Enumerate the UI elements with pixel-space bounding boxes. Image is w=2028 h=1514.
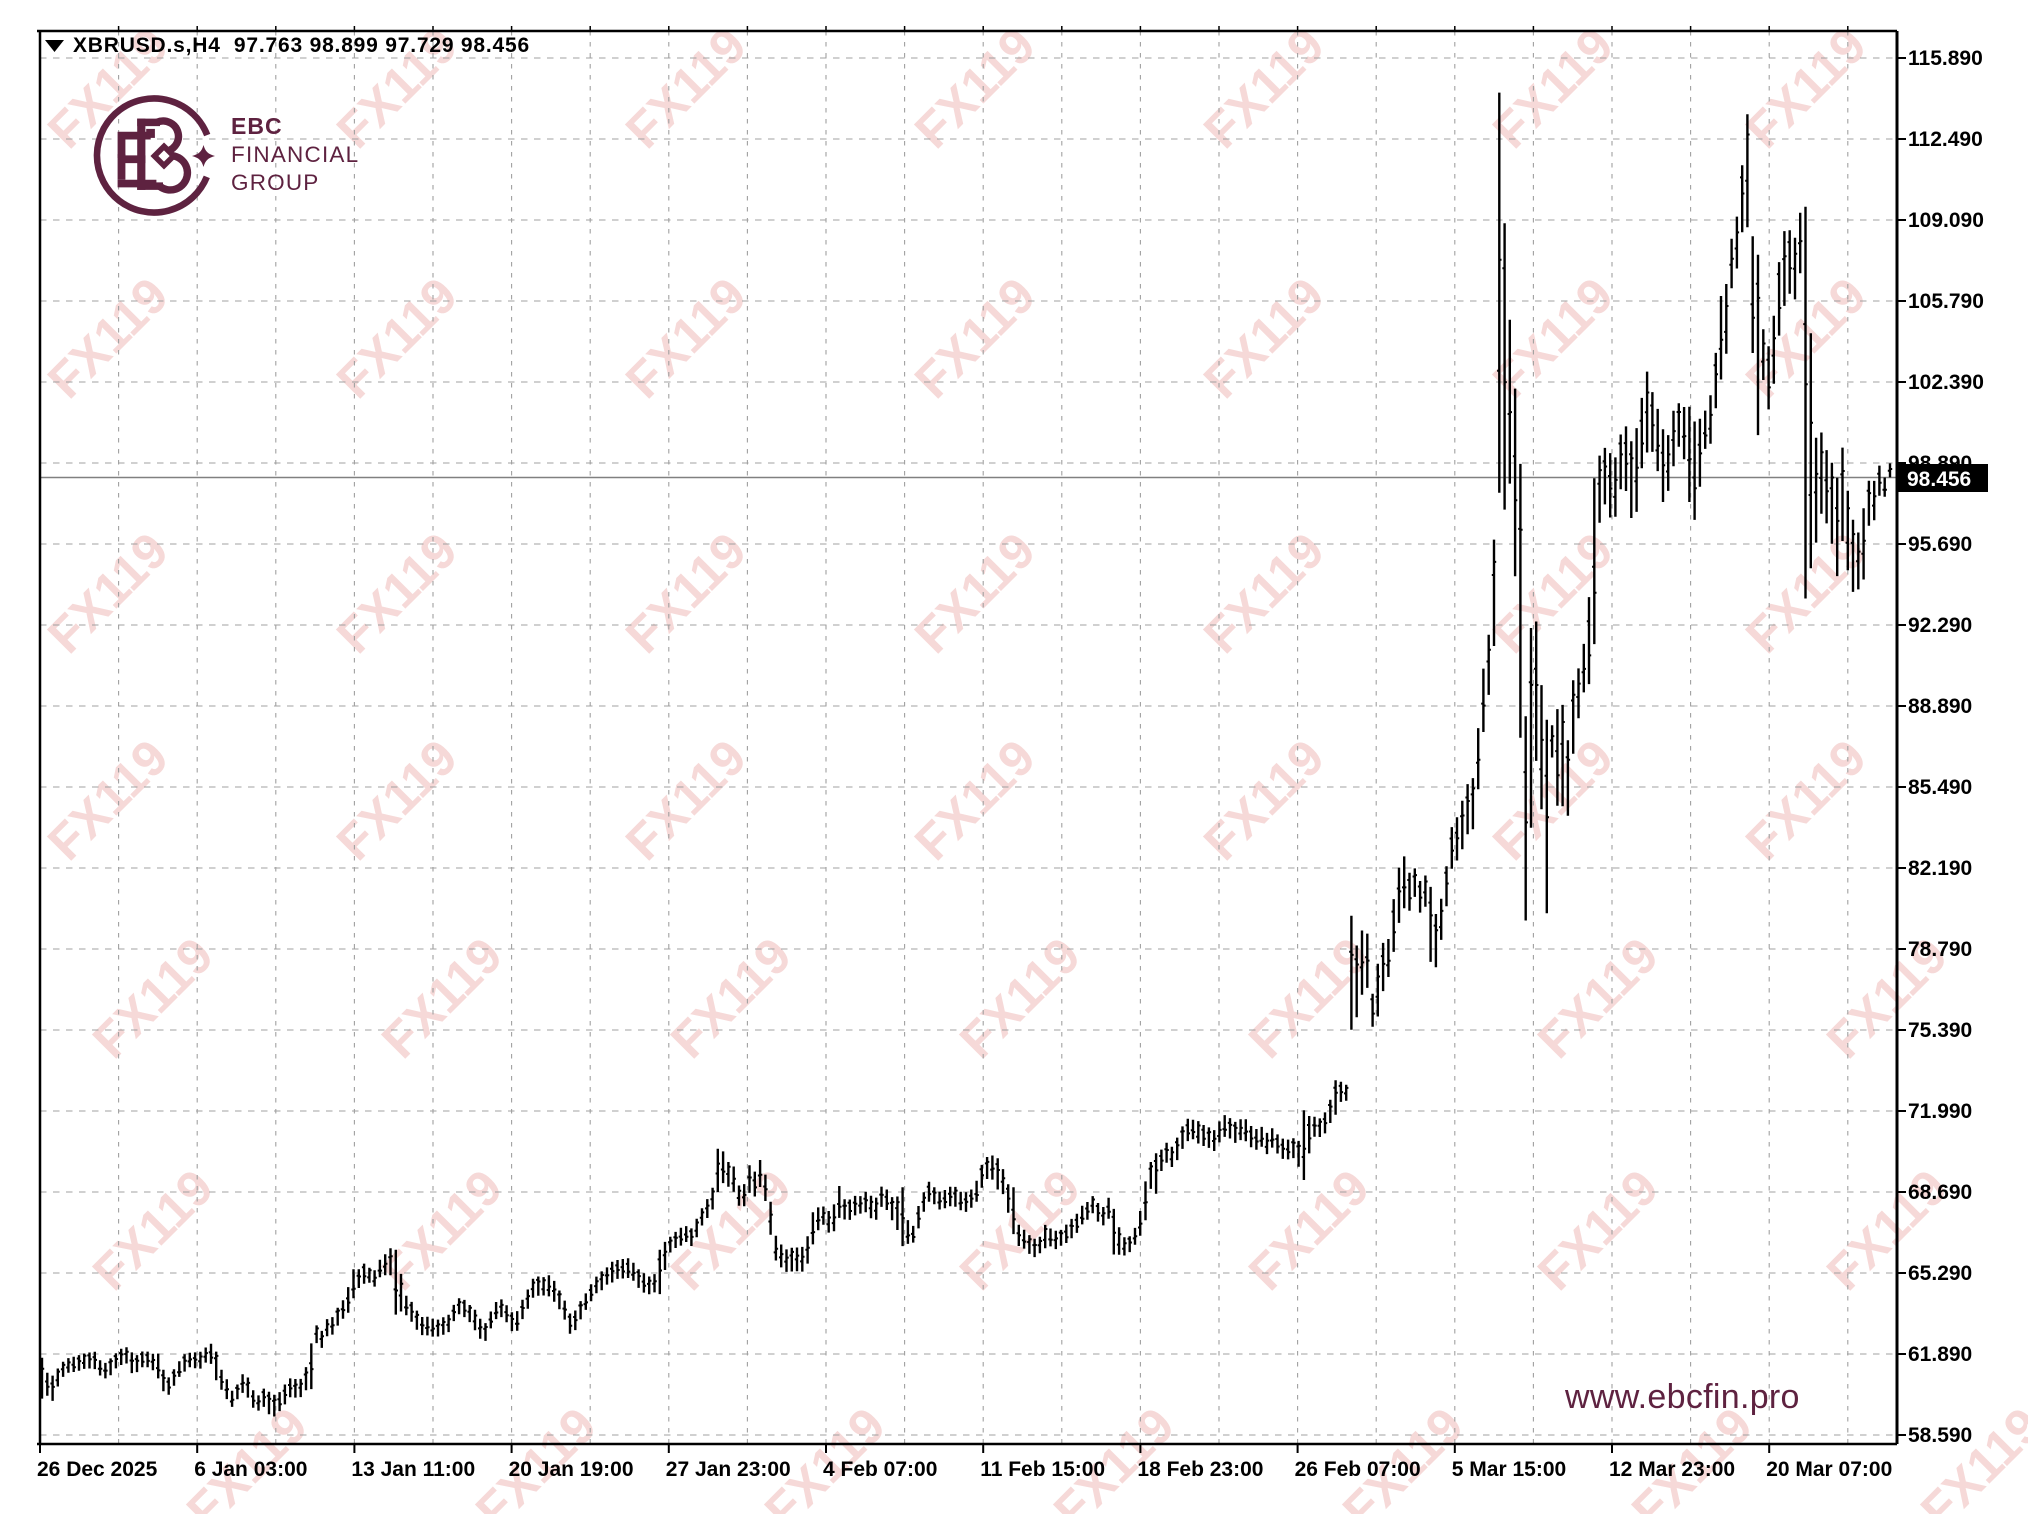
svg-text:95.690: 95.690 (1908, 533, 1972, 556)
svg-text:58.590: 58.590 (1908, 1424, 1972, 1447)
svg-text:27 Jan 23:00: 27 Jan 23:00 (666, 1458, 791, 1481)
svg-text:6 Jan 03:00: 6 Jan 03:00 (194, 1458, 307, 1481)
svg-text:88.890: 88.890 (1908, 695, 1972, 718)
svg-text:www.ebcfin.pro: www.ebcfin.pro (1564, 1378, 1800, 1416)
svg-text:105.790: 105.790 (1908, 290, 1984, 313)
svg-text:20 Mar 07:00: 20 Mar 07:00 (1766, 1458, 1892, 1481)
svg-text:78.790: 78.790 (1908, 938, 1972, 961)
svg-text:82.190: 82.190 (1908, 857, 1972, 880)
svg-text:26 Dec 2025: 26 Dec 2025 (37, 1458, 158, 1481)
svg-text:85.490: 85.490 (1908, 776, 1972, 799)
svg-text:115.890: 115.890 (1908, 47, 1983, 70)
svg-text:71.990: 71.990 (1908, 1100, 1972, 1123)
svg-text:102.390: 102.390 (1908, 371, 1984, 394)
svg-text:4 Feb 07:00: 4 Feb 07:00 (823, 1458, 937, 1481)
svg-text:98.456: 98.456 (1907, 468, 1971, 491)
svg-text:EBC: EBC (231, 113, 283, 139)
svg-text:75.390: 75.390 (1908, 1019, 1972, 1042)
svg-text:11 Feb 15:00: 11 Feb 15:00 (980, 1458, 1105, 1481)
svg-text:112.490: 112.490 (1908, 128, 1983, 151)
svg-text:61.890: 61.890 (1908, 1343, 1972, 1366)
svg-text:68.690: 68.690 (1908, 1181, 1972, 1204)
svg-text:92.290: 92.290 (1908, 614, 1972, 637)
svg-text:12 Mar 23:00: 12 Mar 23:00 (1609, 1458, 1735, 1481)
svg-text:18 Feb 23:00: 18 Feb 23:00 (1137, 1458, 1263, 1481)
svg-text:5 Mar 15:00: 5 Mar 15:00 (1452, 1458, 1566, 1481)
svg-text:XBRUSD.s,H4 97.763 98.899 97.: XBRUSD.s,H4 97.763 98.899 97.729 98.456 (73, 34, 530, 57)
svg-text:65.290: 65.290 (1908, 1262, 1972, 1285)
svg-text:GROUP: GROUP (231, 170, 320, 195)
svg-text:FINANCIAL: FINANCIAL (231, 142, 359, 167)
svg-text:109.090: 109.090 (1908, 209, 1984, 232)
svg-text:13 Jan 11:00: 13 Jan 11:00 (351, 1458, 475, 1481)
svg-text:20 Jan 19:00: 20 Jan 19:00 (509, 1458, 634, 1481)
svg-text:26 Feb 07:00: 26 Feb 07:00 (1295, 1458, 1421, 1481)
